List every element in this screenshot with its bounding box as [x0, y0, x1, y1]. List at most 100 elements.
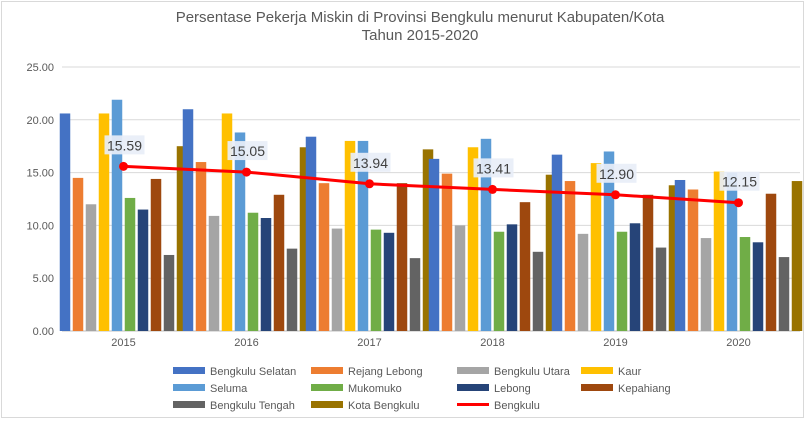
legend-item: Bengkulu Selatan [173, 366, 296, 378]
bar-bengkulu-tengah [409, 258, 421, 331]
legend-label: Bengkulu [494, 400, 540, 412]
data-label-bg [719, 171, 760, 191]
bar-bengkulu-selatan [428, 158, 440, 331]
legend-swatch [173, 401, 205, 408]
bar-kota-bengkulu [422, 149, 434, 331]
data-label: 13.41 [473, 158, 514, 178]
bar-rejang-lebong [318, 183, 330, 331]
legend-item: Lebong [457, 383, 531, 395]
data-label-bg [104, 135, 145, 155]
bar-bengkulu-selatan [674, 179, 686, 331]
data-label: 13.94 [350, 152, 391, 172]
bar-seluma [357, 140, 369, 331]
legend-item: Bengkulu Utara [457, 366, 571, 378]
legend-swatch [173, 384, 205, 391]
legend-swatch [581, 384, 613, 391]
data-label-bg [473, 158, 514, 178]
x-tick-label: 2017 [357, 337, 381, 349]
x-axis: 2015 2016 2017 2018 2019 2020 [111, 337, 750, 349]
bar-lebong [506, 224, 518, 331]
legend-swatch [173, 367, 205, 374]
data-label: 12.15 [719, 171, 760, 191]
y-tick-label: 25.00 [26, 62, 54, 74]
bar-rejang-lebong [564, 181, 576, 331]
bar-kepahiang [642, 194, 654, 331]
line-point [611, 190, 620, 200]
bengkulu-line [119, 161, 743, 208]
legend-swatch [457, 367, 489, 374]
bar-kaur [590, 163, 602, 331]
legend-label: Kota Bengkulu [348, 400, 420, 412]
legend-swatch [457, 384, 489, 391]
data-label-text: 13.94 [353, 155, 388, 171]
data-label: 12.90 [596, 163, 637, 183]
y-tick-label: 10.00 [26, 220, 54, 232]
bar-bengkulu-utara [700, 238, 712, 331]
legend-label: Bengkulu Utara [494, 366, 571, 378]
bar-mukomuko [616, 231, 628, 331]
line-point [488, 184, 497, 194]
bar-mukomuko [493, 231, 505, 331]
bar-kepahiang [150, 178, 162, 331]
legend-item: Kota Bengkulu [311, 400, 420, 412]
data-label-text: 12.15 [722, 174, 757, 190]
bar-kaur [467, 147, 479, 331]
y-axis: 0.00 5.00 10.00 15.00 20.00 25.00 [26, 62, 54, 338]
bar-bengkulu-selatan [305, 136, 317, 331]
bar-rejang-lebong [72, 177, 84, 331]
bar-bengkulu-utara [454, 225, 466, 331]
data-label: 15.59 [104, 135, 145, 155]
data-label-text: 15.05 [230, 143, 265, 159]
legend-label: Bengkulu Selatan [210, 366, 296, 378]
bar-lebong [752, 242, 764, 331]
legend-label: Kaur [618, 366, 642, 378]
bar-kepahiang [519, 202, 531, 331]
bar-bengkulu-tengah [778, 257, 790, 331]
data-labels: 15.59 15.05 13.94 13.41 12.90 12.15 [104, 135, 760, 191]
bar-lebong [260, 218, 272, 331]
bar-kota-bengkulu [299, 147, 311, 331]
x-tick-label: 2018 [480, 337, 504, 349]
chart-title: Persentase Pekerja Miskin di Provinsi Be… [176, 9, 665, 26]
legend: Bengkulu Selatan Rejang Lebong Bengkulu Ut… [173, 366, 671, 412]
bars [59, 99, 803, 332]
bar-lebong [137, 209, 149, 331]
y-tick-label: 5.00 [33, 273, 54, 285]
y-tick-label: 15.00 [26, 168, 54, 180]
bar-kaur [344, 140, 356, 331]
data-label-bg [350, 152, 391, 172]
bar-rejang-lebong [687, 189, 699, 331]
bar-bengkulu-utara [577, 233, 589, 331]
bar-kota-bengkulu [668, 185, 680, 331]
bar-seluma [111, 99, 123, 332]
bar-kepahiang [396, 183, 408, 331]
bar-kaur [98, 113, 110, 332]
bar-rejang-lebong [441, 173, 453, 331]
data-label-text: 12.90 [599, 166, 634, 182]
bar-lebong [383, 232, 395, 331]
x-tick-label: 2019 [603, 337, 627, 349]
line-point [242, 167, 251, 177]
data-label-text: 15.59 [107, 137, 142, 153]
legend-item: Kaur [581, 366, 642, 378]
legend-item: Seluma [173, 383, 248, 395]
legend-label: Bengkulu Tengah [210, 400, 295, 412]
bar-seluma [726, 172, 738, 331]
data-label: 15.05 [227, 141, 268, 161]
line-point [119, 161, 128, 171]
bar-kota-bengkulu [545, 174, 557, 331]
bar-mukomuko [247, 212, 259, 331]
bar-bengkulu-utara [85, 204, 97, 331]
legend-label: Kepahiang [618, 383, 671, 395]
line-path [123, 164, 739, 205]
bar-lebong [629, 223, 641, 331]
bar-kaur [221, 113, 233, 332]
legend-item: Rejang Lebong [311, 366, 423, 378]
bar-bengkulu-selatan [551, 154, 563, 331]
line-point [365, 179, 374, 189]
legend-label: Seluma [210, 383, 248, 395]
bar-bengkulu-tengah [532, 251, 544, 331]
line-point [734, 198, 743, 208]
legend-swatch [311, 367, 343, 374]
